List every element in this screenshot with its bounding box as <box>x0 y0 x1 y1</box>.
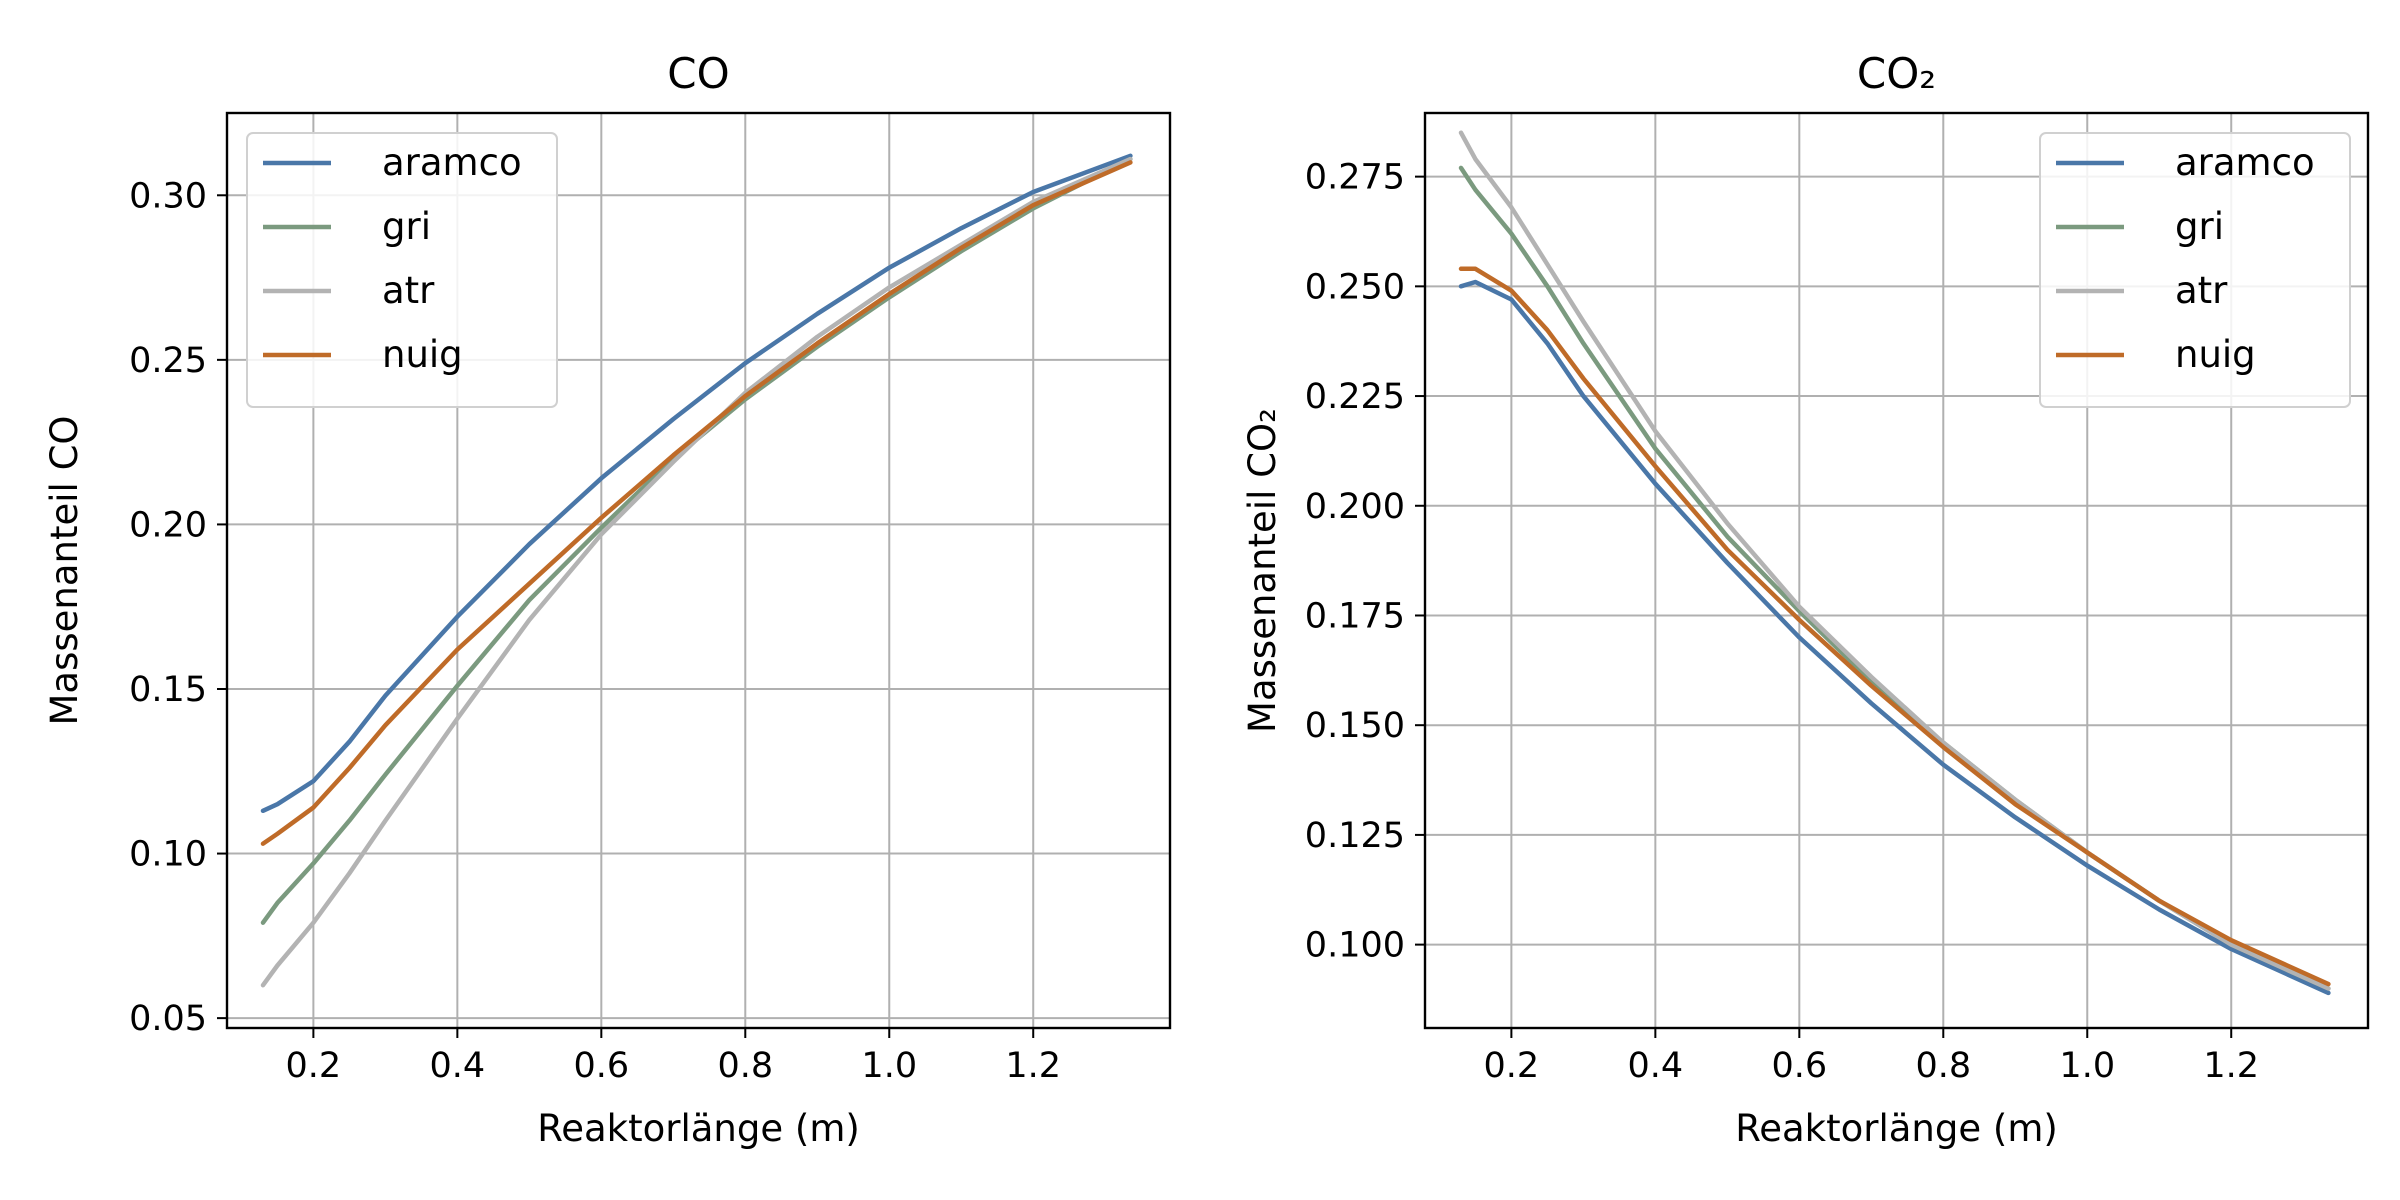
y-tick-label: 0.100 <box>1305 926 1405 966</box>
y-axis-ticks: 0.100 0.125 0.150 0.175 0.200 0.225 0.250 0.275 <box>1305 158 1425 966</box>
chart-title: CO₂ <box>1857 49 1936 98</box>
y-axis-label: Massenanteil CO₂ <box>1241 408 1284 733</box>
plot-frame <box>1423 111 2370 1030</box>
x-axis-ticks: 0.2 0.4 0.6 0.8 1.0 1.2 <box>1484 1028 2259 1086</box>
legend-entry: aramco <box>2175 141 2315 184</box>
legend-entry: gri <box>2175 205 2224 248</box>
y-tick-label: 0.10 <box>129 835 207 875</box>
x-tick-label: 1.0 <box>2059 1046 2115 1086</box>
x-tick-label: 0.2 <box>1484 1046 1540 1086</box>
y-tick-label: 0.275 <box>1305 158 1405 198</box>
x-axis-label: Reaktorlänge (m) <box>537 1107 860 1150</box>
y-tick-label: 0.250 <box>1305 267 1405 307</box>
x-tick-label: 0.6 <box>573 1046 629 1086</box>
y-tick-label: 0.200 <box>1305 487 1405 527</box>
legend-box <box>246 132 558 408</box>
y-axis-label: Massenanteil CO <box>43 415 86 725</box>
legend-entry: gri <box>382 205 431 248</box>
series-lines <box>260 153 1133 988</box>
x-tick-label: 0.6 <box>1771 1046 1827 1086</box>
chart-title: CO <box>667 49 729 98</box>
x-tick-label: 1.2 <box>1005 1046 1061 1086</box>
series-line-nuig <box>260 160 1133 846</box>
y-tick-label: 0.20 <box>129 505 207 545</box>
y-tick-label: 0.175 <box>1305 596 1405 636</box>
legend: aramco gri atr nuig <box>2039 132 2351 408</box>
chart-co: 0.2 0.4 0.6 0.8 1.0 1.2 0.050.100.150.200.250… <box>43 49 1172 1150</box>
legend: aramco gri atr nuig <box>246 132 558 408</box>
x-axis-label: Reaktorlänge (m) <box>1735 1107 2058 1150</box>
x-tick-label: 0.4 <box>1628 1046 1684 1086</box>
series-line-atr <box>260 156 1133 988</box>
legend-entry: nuig <box>382 333 463 376</box>
x-axis-ticks: 0.2 0.4 0.6 0.8 1.0 1.2 <box>286 1028 1061 1086</box>
series-line-gri <box>260 156 1133 925</box>
x-tick-label: 0.8 <box>717 1046 773 1086</box>
y-tick-label: 0.30 <box>129 176 207 216</box>
y-tick-label: 0.150 <box>1305 706 1405 746</box>
y-tick-label: 0.05 <box>129 999 207 1039</box>
series-line-nuig <box>1458 266 2331 987</box>
series-line-aramco <box>1458 279 2331 996</box>
plot-frame <box>225 111 1172 1030</box>
legend-entry: aramco <box>382 141 522 184</box>
legend-box <box>2039 132 2351 408</box>
legend-entry: atr <box>382 269 435 312</box>
x-tick-label: 0.8 <box>1915 1046 1971 1086</box>
x-tick-label: 1.0 <box>861 1046 917 1086</box>
legend-entry: nuig <box>2175 333 2256 376</box>
y-tick-label: 0.225 <box>1305 377 1405 417</box>
grid <box>227 113 1170 1028</box>
x-tick-label: 0.4 <box>430 1046 486 1086</box>
series-line-aramco <box>260 153 1133 814</box>
chart-co2: 0.2 0.4 0.6 0.8 1.0 1.2 0.1000.1250.1500.1750… <box>1241 49 2370 1150</box>
y-tick-label: 0.15 <box>129 670 207 710</box>
x-tick-label: 0.2 <box>286 1046 342 1086</box>
y-tick-label: 0.125 <box>1305 816 1405 856</box>
series-lines <box>1458 130 2331 996</box>
y-axis-ticks: 0.05 0.10 0.15 0.20 0.25 0.30 <box>129 176 227 1039</box>
legend-entry: atr <box>2175 269 2228 312</box>
y-tick-label: 0.25 <box>129 341 207 381</box>
x-tick-label: 1.2 <box>2203 1046 2259 1086</box>
